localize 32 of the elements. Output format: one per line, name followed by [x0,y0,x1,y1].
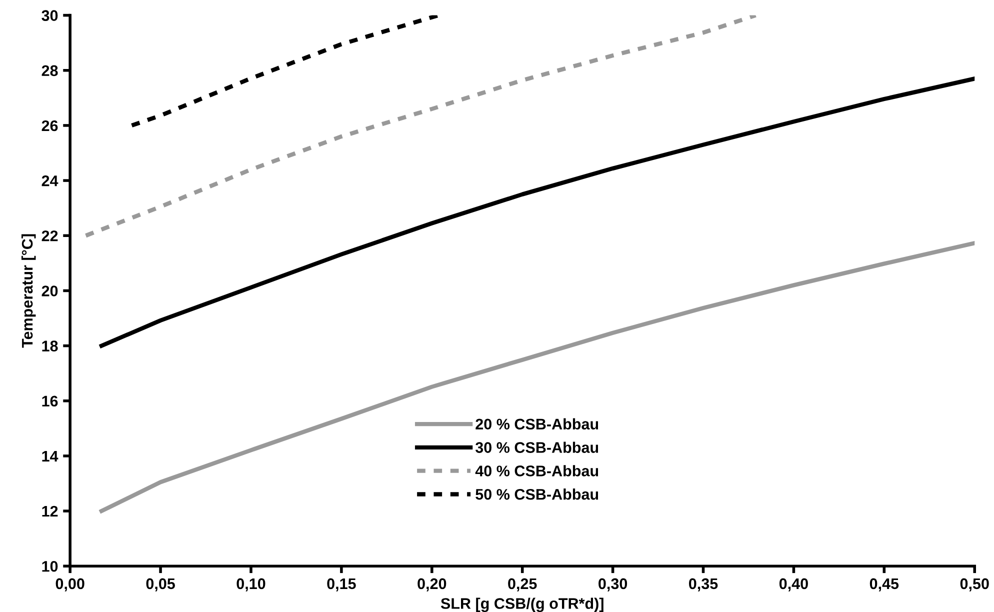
x-tick-label: 0,05 [146,578,175,592]
y-tick-label: 14 [42,450,58,462]
x-tick-label: 0,30 [598,578,628,592]
line-series [99,76,975,348]
y-tick-label: 28 [42,65,58,76]
line-series [130,15,441,128]
y-tick-label: 12 [42,506,58,517]
x-tick-label: 0,35 [688,578,718,592]
x-axis-title: SLR [g CSB/(g oTR*d)] [440,598,604,612]
x-tick-label: 0,50 [960,578,989,592]
legend-label: 30 % CSB-Abbau [475,442,598,453]
x-tick-label: 0,45 [870,578,899,592]
y-tick-label: 20 [42,286,58,296]
y-axis-title: Temperatur [°C] [21,234,36,348]
x-tick-label: 0,00 [56,578,84,592]
y-tick-label: 24 [42,175,58,186]
legend-label: 50 % CSB-Abbau [476,488,598,500]
x-tick-label: 0,10 [236,578,266,592]
y-tick-label: 30 [42,10,58,22]
line-series [84,15,758,238]
x-tick-label: 0,40 [779,578,808,592]
legend-label: 40 % CSB-Abbau [475,465,598,476]
x-tick-label: 0,20 [418,578,446,592]
y-tick-label: 18 [42,340,58,352]
x-tick-label: 0,25 [508,578,537,592]
y-tick-label: 26 [42,120,58,132]
x-tick-label: 0,15 [327,578,356,592]
legend-label: 20 % CSB-Abbau [476,418,598,430]
y-tick-label: 16 [42,396,58,407]
line-series [99,240,975,514]
y-tick-label: 10 [42,560,58,572]
y-tick-label: 22 [42,230,58,242]
